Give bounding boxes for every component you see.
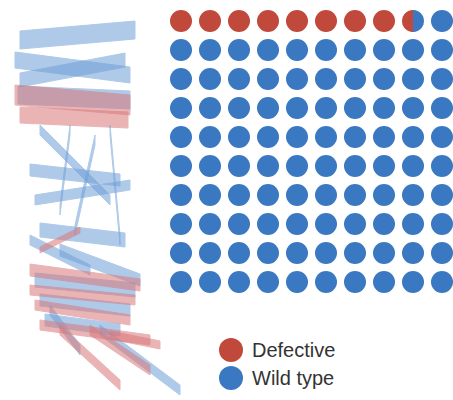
- svg-text:Defective: Defective: [252, 339, 335, 361]
- svg-text:Wild type: Wild type: [252, 367, 334, 389]
